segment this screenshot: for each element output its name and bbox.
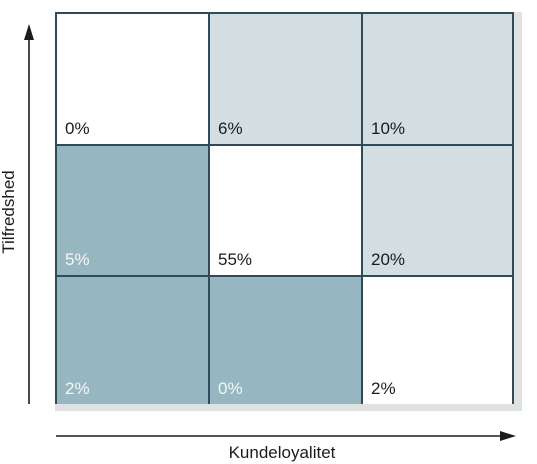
cell-value: 5% [65, 251, 90, 268]
cell-r1-c0: 5% [57, 146, 208, 275]
matrix-grid: 0% 6% 10% 5% 55% 20% 2% 0% 2% [55, 12, 514, 404]
cell-value: 2% [371, 380, 396, 397]
cell-value: 20% [371, 251, 405, 268]
cell-value: 2% [65, 380, 90, 397]
cell-r1-c2: 20% [363, 146, 512, 275]
cell-value: 6% [218, 120, 243, 137]
cell-r2-c1: 0% [210, 277, 361, 404]
cell-r2-c0: 2% [57, 277, 208, 404]
cell-value: 0% [65, 120, 90, 137]
cell-value: 0% [218, 380, 243, 397]
cell-r0-c0: 0% [57, 14, 208, 144]
cell-value: 55% [218, 251, 252, 268]
x-axis-label: Kundeloyalitet [229, 443, 336, 463]
y-axis-label: Tilfredshed [0, 170, 19, 253]
cell-r0-c2: 10% [363, 14, 512, 144]
cell-r1-c1: 55% [210, 146, 361, 275]
cell-r2-c2: 2% [363, 277, 512, 404]
matrix-shadow: 0% 6% 10% 5% 55% 20% 2% 0% 2% [55, 12, 522, 411]
cell-r0-c1: 6% [210, 14, 361, 144]
cell-value: 10% [371, 120, 405, 137]
